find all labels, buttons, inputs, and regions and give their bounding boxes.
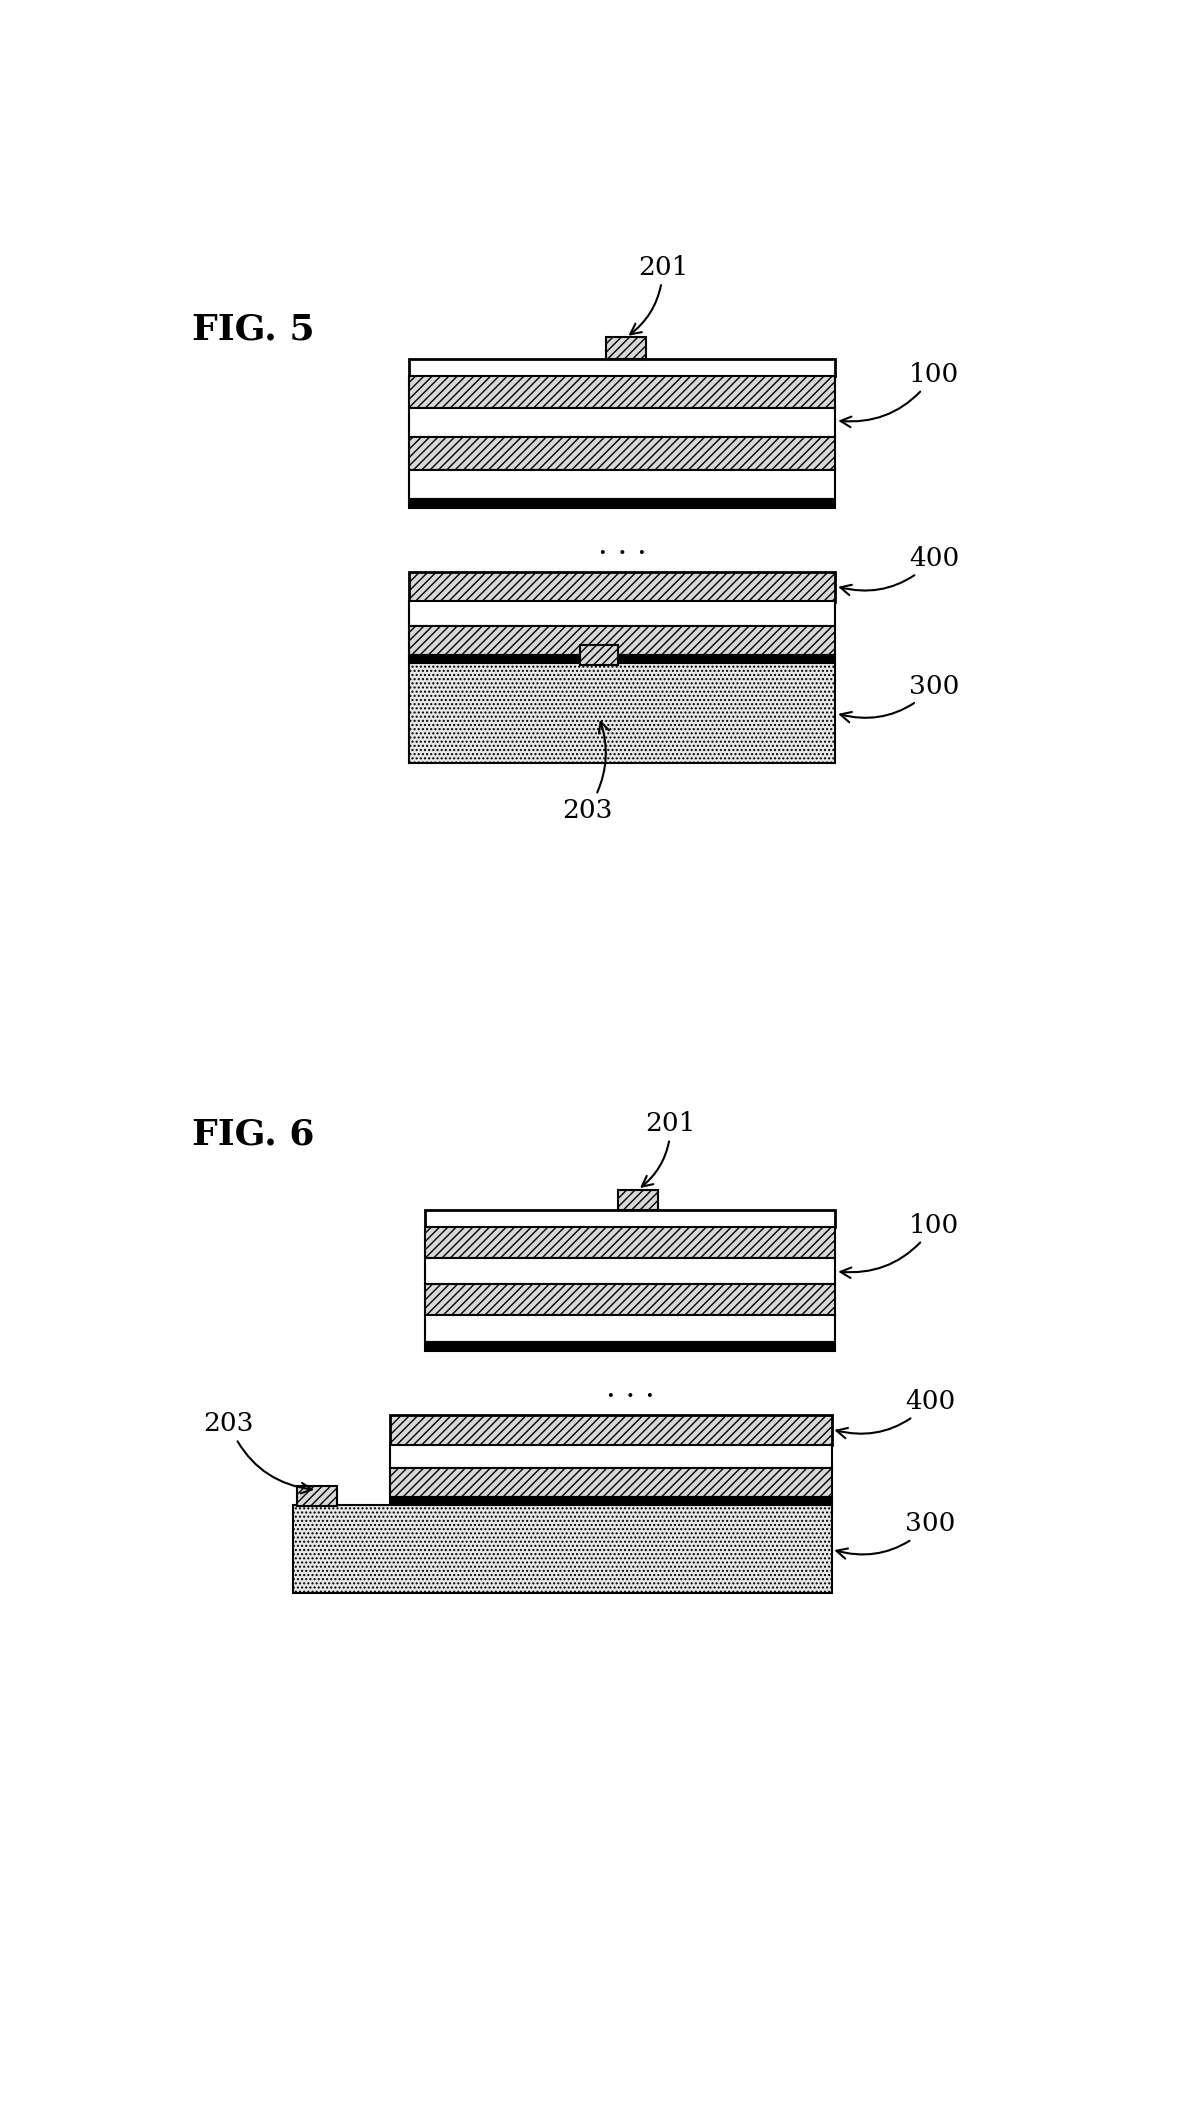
Text: 203: 203 [562,722,612,822]
Bar [425,1284,835,1315]
Bar [425,1209,835,1226]
Text: 400: 400 [841,546,959,595]
Bar [409,408,835,438]
Bar [390,1415,831,1445]
Bar [297,1485,337,1507]
Bar [409,601,835,627]
Bar [409,654,835,663]
Bar [409,627,835,654]
Bar [293,1504,831,1594]
Bar [409,663,835,763]
Text: 100: 100 [841,1213,959,1277]
Text: FIG. 6: FIG. 6 [193,1118,315,1152]
Bar [425,1258,835,1284]
Text: FIG. 5: FIG. 5 [193,312,315,346]
Bar [409,470,835,499]
Text: . . .: . . . [598,529,647,561]
Text: 203: 203 [203,1411,312,1494]
Text: 100: 100 [841,361,959,427]
Text: 400: 400 [836,1390,956,1439]
Bar [580,644,617,665]
Bar [606,338,646,359]
Text: 201: 201 [642,1111,696,1186]
Bar [409,359,835,376]
Bar [409,376,835,408]
Bar [409,572,835,601]
Text: 300: 300 [836,1511,956,1558]
Bar [425,1226,835,1258]
Bar [425,1343,835,1352]
Bar [390,1445,831,1468]
Bar [409,438,835,470]
Bar [617,1190,658,1209]
Bar [390,1496,831,1504]
Text: . . .: . . . [605,1373,654,1405]
Text: 201: 201 [630,255,688,334]
Bar [409,499,835,508]
Text: 300: 300 [841,674,959,722]
Bar [425,1315,835,1343]
Bar [390,1468,831,1496]
